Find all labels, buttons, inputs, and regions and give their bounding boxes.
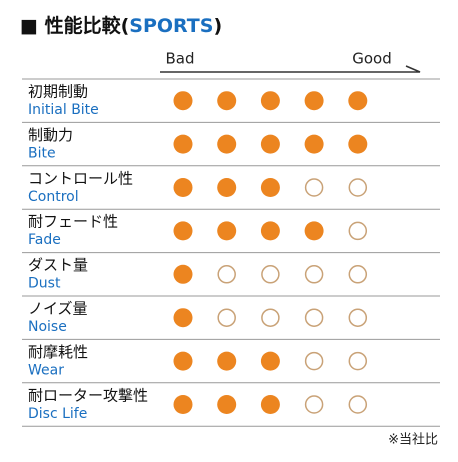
dot-filled bbox=[260, 91, 280, 111]
label-jp: 制動力 bbox=[28, 126, 73, 144]
dot-filled bbox=[348, 91, 368, 111]
dot-filled bbox=[217, 221, 237, 241]
label-en: Disc Life bbox=[28, 406, 87, 422]
title-open: ( bbox=[121, 15, 130, 37]
dot-empty bbox=[348, 351, 368, 371]
label-en: Dust bbox=[28, 276, 61, 292]
dot-filled bbox=[217, 134, 237, 154]
dot-filled bbox=[217, 178, 237, 197]
dot-filled bbox=[217, 395, 237, 414]
scale-arrow bbox=[160, 65, 421, 73]
dot-empty bbox=[348, 395, 368, 414]
label-en: Fade bbox=[28, 232, 61, 248]
dot-empty bbox=[348, 265, 368, 284]
dot-filled bbox=[173, 91, 193, 111]
label-jp: 耐ローター攻撃性 bbox=[28, 386, 148, 404]
label-jp: 初期制動 bbox=[28, 83, 88, 101]
dot-empty bbox=[304, 395, 324, 414]
dot-filled bbox=[260, 395, 280, 414]
dot-filled bbox=[348, 134, 368, 154]
scale-high: Good bbox=[352, 50, 392, 68]
label-jp: ダスト量 bbox=[28, 256, 88, 274]
dot-filled bbox=[304, 134, 324, 154]
label-en: Initial Bite bbox=[28, 102, 99, 118]
label-jp: コントロール性 bbox=[28, 169, 133, 187]
dot-empty bbox=[217, 265, 236, 284]
dot-empty bbox=[348, 221, 368, 241]
scale-low: Bad bbox=[165, 50, 194, 68]
label-jp: 耐摩耗性 bbox=[28, 343, 88, 361]
dot-filled bbox=[260, 178, 280, 197]
dot-filled bbox=[260, 134, 280, 154]
dot-filled bbox=[173, 308, 193, 328]
dot-filled bbox=[304, 221, 324, 241]
footnote: ※当社比 bbox=[388, 432, 438, 448]
label-en: Noise bbox=[28, 319, 67, 335]
dot-empty bbox=[261, 265, 280, 284]
title-close: ) bbox=[213, 15, 222, 37]
label-en: Control bbox=[28, 189, 79, 205]
dot-filled bbox=[217, 351, 237, 371]
dot-filled bbox=[173, 395, 193, 414]
label-en: Wear bbox=[28, 362, 64, 378]
title: ■ 性能比較(SPORTS) bbox=[20, 14, 222, 37]
dot-filled bbox=[217, 91, 237, 111]
dot-empty bbox=[217, 308, 236, 327]
title-accent: SPORTS bbox=[129, 15, 213, 37]
dot-empty bbox=[348, 308, 368, 327]
title-main: ■ 性能比較 bbox=[20, 14, 122, 37]
dot-empty bbox=[304, 265, 324, 284]
dot-filled bbox=[304, 91, 324, 111]
dot-filled bbox=[173, 221, 193, 241]
dot-empty bbox=[304, 308, 324, 327]
dot-filled bbox=[260, 351, 280, 371]
dot-filled bbox=[173, 134, 193, 154]
dot-filled bbox=[173, 351, 193, 371]
dot-filled bbox=[173, 178, 193, 197]
label-en: Bite bbox=[28, 145, 56, 161]
label-jp: ノイズ量 bbox=[28, 300, 88, 318]
dot-filled bbox=[260, 221, 280, 241]
dot-filled bbox=[173, 264, 193, 284]
dot-empty bbox=[348, 178, 368, 197]
label-jp: 耐フェード性 bbox=[28, 213, 118, 231]
dot-empty bbox=[261, 308, 280, 327]
dot-empty bbox=[304, 178, 324, 197]
dot-empty bbox=[304, 351, 324, 371]
